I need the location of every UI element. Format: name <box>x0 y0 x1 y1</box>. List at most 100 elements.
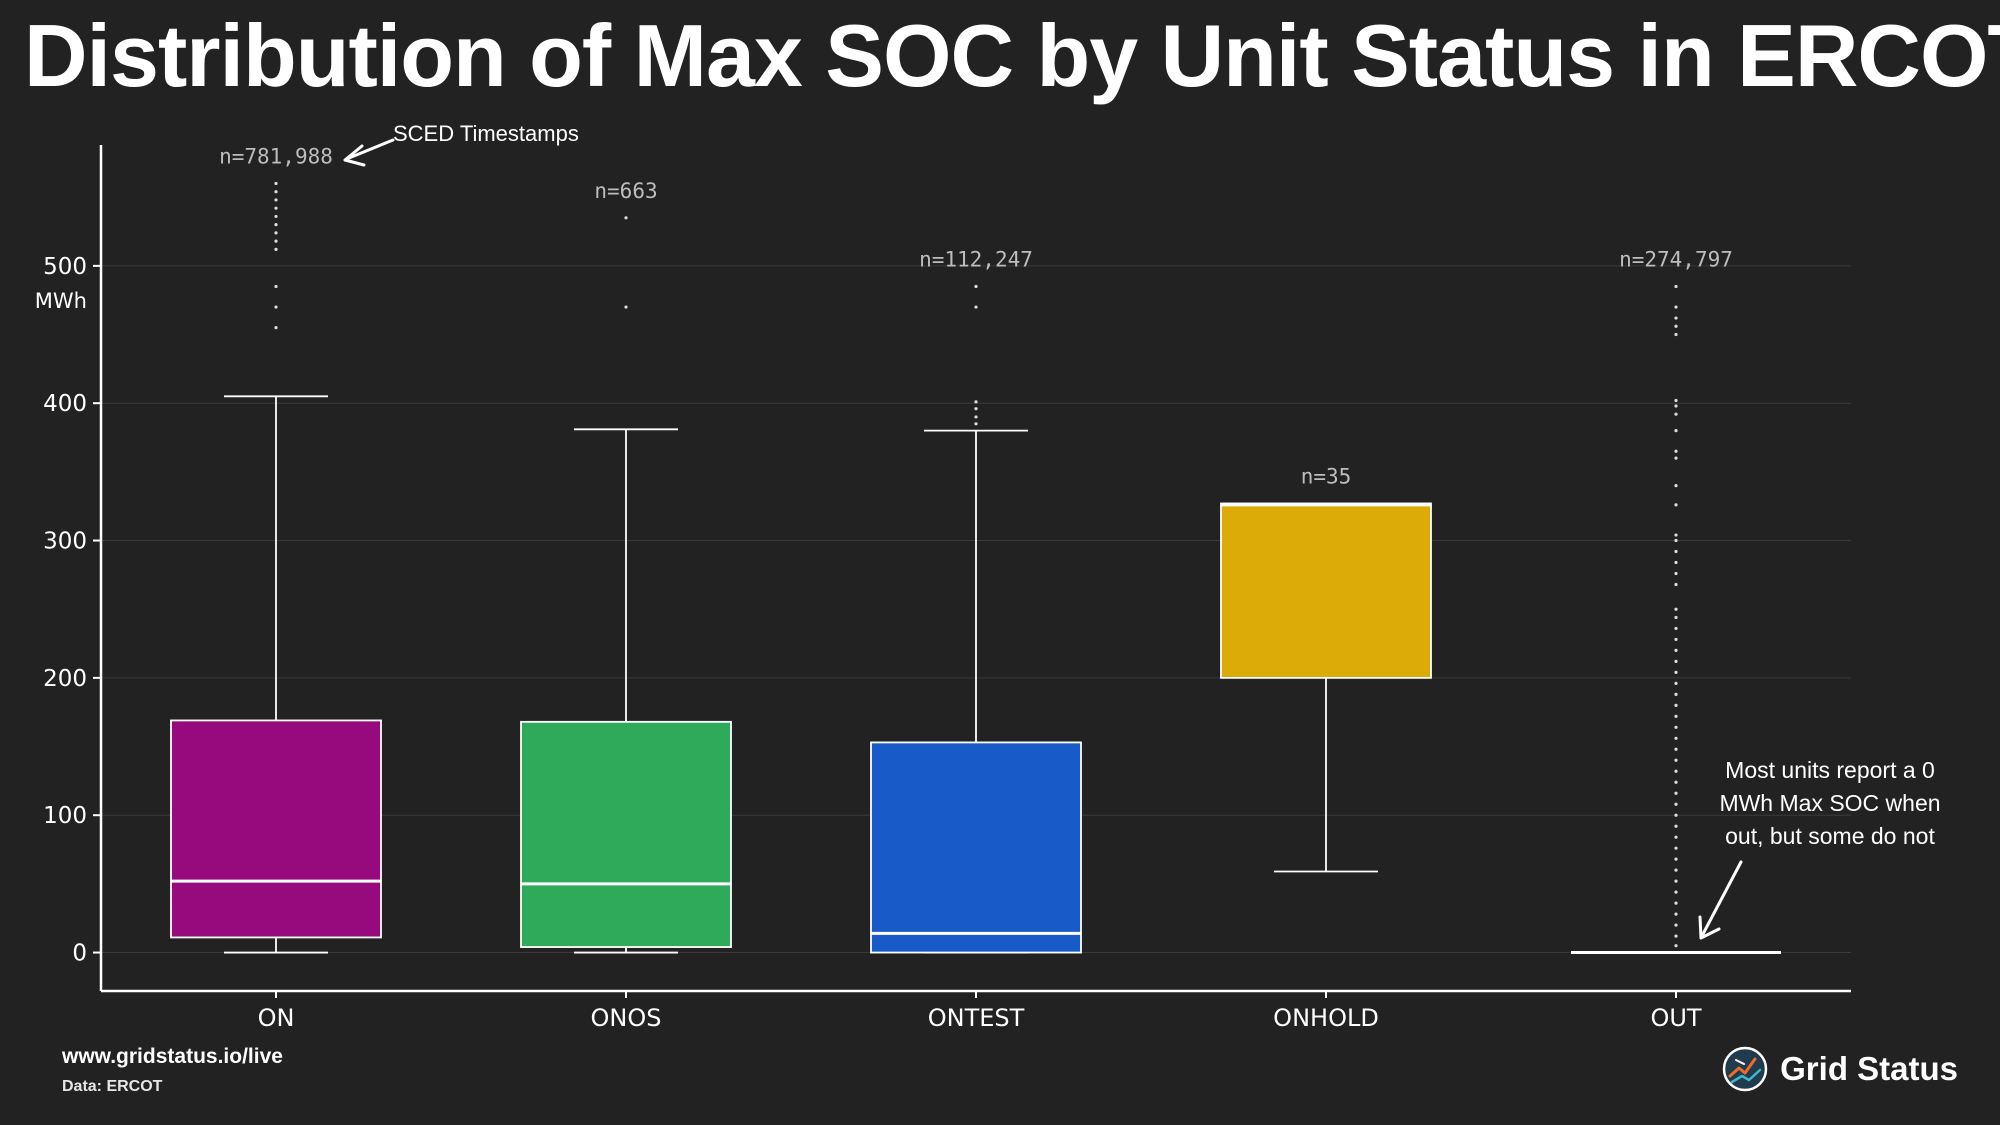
outlier-point <box>1674 607 1678 611</box>
outlier-point <box>1674 868 1678 872</box>
annotation-arrow-head <box>1698 915 1721 940</box>
outlier-point <box>1674 404 1678 408</box>
outlier-point <box>274 214 278 219</box>
outlier-point <box>1674 769 1678 773</box>
outlier-point <box>1674 923 1678 927</box>
outlier-point <box>1674 324 1678 328</box>
outlier-point <box>1674 934 1678 938</box>
brand-name: Grid Status <box>1780 1050 1958 1087</box>
footer-data-source: Data: ERCOT <box>62 1078 163 1095</box>
footer-url[interactable]: www.gridstatus.io/live <box>62 1045 283 1068</box>
chart-title: Distribution of Max SOC by Unit Status i… <box>24 6 2000 105</box>
outlier-point <box>1674 571 1678 576</box>
annotation-arrow-head <box>343 144 366 167</box>
box-ontest <box>870 741 1082 954</box>
box-onhold <box>1220 502 1432 679</box>
outlier-point <box>624 216 628 220</box>
outlier-point <box>1674 791 1678 795</box>
outlier-point <box>974 400 978 404</box>
outlier-point <box>1674 449 1678 453</box>
n-count-label: n=274,797 <box>1619 247 1733 271</box>
y-tick-label: 500 <box>43 254 87 280</box>
outlier-point <box>1674 456 1678 460</box>
outlier-point <box>974 422 978 426</box>
annotation-out-note-line: MWh Max SOC when <box>1719 790 1940 816</box>
grid-status-logo-icon <box>1722 1046 1768 1092</box>
y-axis-unit-label: MWh <box>35 289 87 313</box>
outlier-point <box>1674 813 1678 817</box>
outlier-point <box>274 326 278 330</box>
outlier-point <box>1674 944 1678 948</box>
annotation-arrow-shaft <box>347 138 395 160</box>
outlier-point <box>1674 747 1678 751</box>
outlier-point <box>974 415 978 419</box>
outlier-point <box>1674 835 1678 839</box>
y-tick-label: 200 <box>43 666 87 692</box>
box-on <box>170 719 382 939</box>
outlier-point <box>274 247 278 251</box>
outlier-point <box>1674 780 1678 784</box>
outlier-point <box>1674 659 1678 663</box>
outlier-point <box>274 190 278 194</box>
x-tick-label: ONTEST <box>928 1004 1025 1032</box>
outlier-point <box>1674 316 1678 320</box>
annotation-sced-timestamps: SCED Timestamps <box>393 121 579 146</box>
outlier-point <box>1674 912 1678 916</box>
outlier-point <box>1674 714 1678 718</box>
outlier-point <box>1674 857 1678 861</box>
outlier-point <box>1674 412 1678 416</box>
annotation-arrow-shaft <box>1701 860 1743 936</box>
outlier-point <box>1674 703 1678 707</box>
outlier-point <box>974 305 978 309</box>
outlier-point <box>274 239 278 243</box>
n-count-label: n=663 <box>594 179 657 203</box>
outlier-point <box>274 181 278 186</box>
outlier-point <box>1674 503 1678 507</box>
outlier-point <box>1674 560 1678 565</box>
outlier-point <box>1674 538 1678 543</box>
outlier-point <box>1674 615 1678 620</box>
outlier-point <box>1674 824 1678 828</box>
outlier-point <box>274 198 278 202</box>
x-tick-label: ON <box>258 1004 295 1032</box>
outlier-point <box>1674 736 1678 740</box>
outlier-point <box>1674 332 1678 337</box>
outlier-point <box>1674 648 1678 653</box>
y-tick-label: 300 <box>43 529 87 555</box>
outlier-point <box>274 231 278 235</box>
outlier-point <box>1674 483 1678 488</box>
brand[interactable]: Grid Status <box>1722 1046 1958 1092</box>
outlier-point <box>1674 305 1678 309</box>
x-tick-label: OUT <box>1650 1004 1701 1032</box>
n-count-label: n=35 <box>1301 464 1352 488</box>
outlier-point <box>1674 846 1678 850</box>
outlier-point <box>1674 626 1678 631</box>
outlier-point <box>1674 901 1678 905</box>
outlier-point <box>1674 725 1678 729</box>
outlier-point <box>1674 670 1678 674</box>
outlier-point <box>1674 879 1678 883</box>
n-count-label: n=112,247 <box>919 247 1033 271</box>
x-tick-label: ONOS <box>591 1004 662 1032</box>
outlier-point <box>624 305 628 309</box>
outlier-point <box>1674 582 1678 587</box>
annotation-out-note-line: Most units report a 0 <box>1725 757 1935 783</box>
outlier-point <box>1674 429 1678 433</box>
x-tick-label: ONHOLD <box>1273 1004 1379 1032</box>
box-onos <box>520 720 732 948</box>
outlier-point <box>274 305 278 309</box>
outlier-point <box>1674 681 1678 685</box>
outlier-point <box>1674 533 1678 537</box>
n-count-label: n=781,988 <box>219 144 333 168</box>
outlier-point <box>1674 637 1678 642</box>
outlier-point <box>1674 890 1678 894</box>
outlier-point <box>1674 398 1678 403</box>
outlier-point <box>274 206 278 210</box>
outlier-point <box>1674 802 1678 806</box>
outlier-point <box>274 223 278 227</box>
outlier-point <box>1674 692 1678 696</box>
outlier-point <box>274 284 278 289</box>
outlier-point <box>1674 758 1678 762</box>
